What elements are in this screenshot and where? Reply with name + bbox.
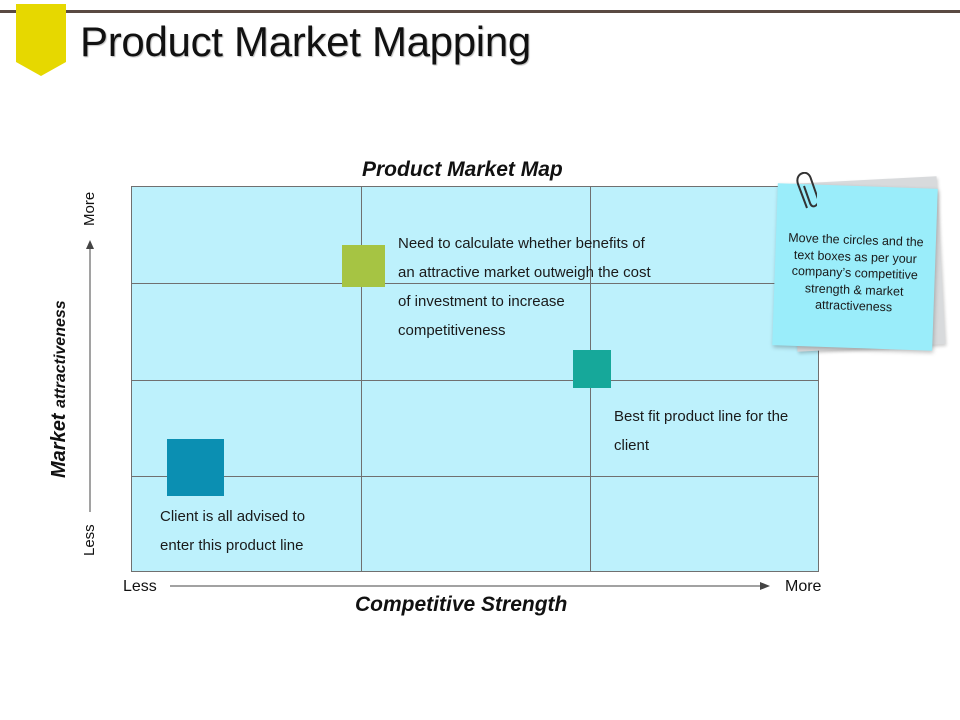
- right-arrow-icon: [170, 582, 770, 590]
- y-axis-low-label: Less: [81, 524, 98, 556]
- y-axis-title-main: Market: [48, 413, 70, 478]
- quadrant-grid: [131, 186, 819, 572]
- blue-marker-note[interactable]: Client is all advised to enter this prod…: [160, 508, 306, 554]
- blue-marker[interactable]: [167, 439, 224, 496]
- top-rule: [0, 10, 960, 13]
- x-axis-title: Competitive Strength: [355, 593, 568, 616]
- grid-line-horizontal: [132, 283, 818, 284]
- bookmark-tag-icon: [16, 4, 66, 76]
- teal-marker-note[interactable]: Best fit product line for the client: [614, 408, 789, 454]
- page-title: Product Market Mapping: [80, 18, 531, 65]
- green-marker-note[interactable]: Need to calculate whether benefits of an…: [398, 235, 651, 339]
- grid-line-vertical: [361, 187, 362, 571]
- x-axis-low-label: Less: [123, 578, 157, 595]
- grid-line-horizontal: [132, 380, 818, 381]
- map-title: Product Market Map: [362, 158, 563, 181]
- sticky-note-text: Move the circles and the text boxes as p…: [787, 230, 924, 315]
- y-axis-title: Market attractiveness: [48, 300, 71, 478]
- x-axis-high-label: More: [785, 578, 822, 595]
- y-axis-title-sub: attractiveness: [52, 300, 69, 408]
- paperclip-icon: [796, 172, 817, 209]
- teal-marker[interactable]: [573, 350, 611, 388]
- y-axis-high-label: More: [81, 191, 98, 226]
- green-marker[interactable]: [342, 245, 385, 287]
- up-arrow-icon: [86, 240, 94, 512]
- grid-line-horizontal: [132, 476, 818, 477]
